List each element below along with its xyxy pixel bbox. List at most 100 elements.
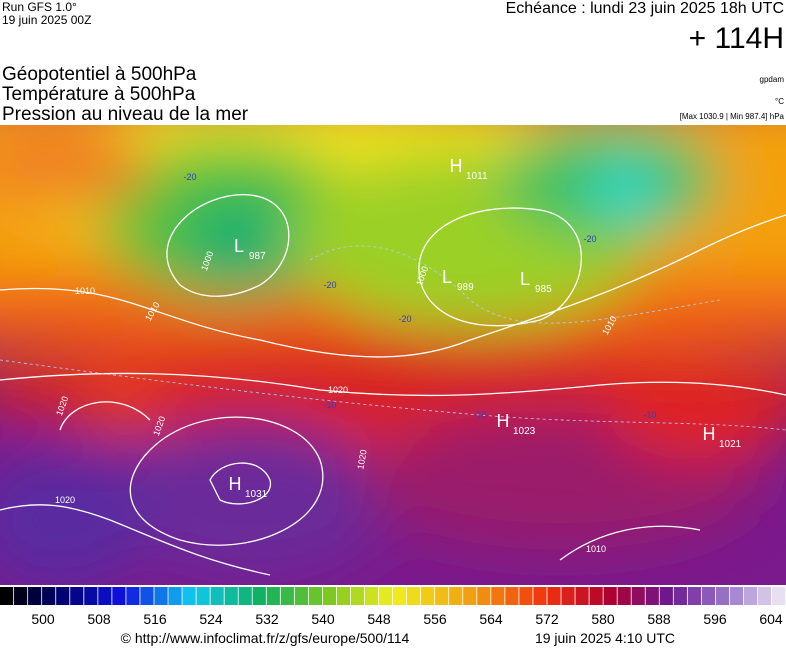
color-swatch <box>575 587 589 605</box>
color-swatch <box>210 587 224 605</box>
temp-label: -20 <box>398 314 411 324</box>
color-swatch <box>701 587 716 605</box>
generated: 19 juin 2025 4:10 UTC <box>535 630 675 646</box>
color-swatch <box>140 587 154 605</box>
legend-tick: 596 <box>703 611 727 627</box>
color-swatch <box>98 587 112 605</box>
isobar-label: 1020 <box>328 385 348 395</box>
color-swatch <box>294 587 308 605</box>
center-value: 1023 <box>513 426 536 437</box>
echeance: Echéance : lundi 23 juin 2025 18h UTC <box>506 0 784 17</box>
color-swatch <box>42 587 56 605</box>
center-value: 989 <box>457 282 474 293</box>
color-swatch <box>182 587 196 605</box>
color-swatch <box>168 587 182 605</box>
color-swatch <box>364 587 379 605</box>
color-swatch <box>154 587 168 605</box>
color-swatch <box>617 587 631 605</box>
field <box>0 125 786 585</box>
legend-tick: 580 <box>591 611 615 627</box>
legend-tick: 588 <box>647 611 671 627</box>
color-swatch <box>477 587 491 605</box>
color-swatch <box>280 587 294 605</box>
temp-label: -10 <box>643 410 656 420</box>
center-kind: H <box>703 424 716 444</box>
center-value: 1011 <box>466 171 488 182</box>
color-swatch <box>308 587 323 605</box>
color-swatch <box>0 587 14 605</box>
color-swatch <box>28 587 42 605</box>
color-swatch <box>56 587 70 605</box>
color-swatch <box>393 587 407 605</box>
color-bar: 500 508 516 524 532 540 548 556 564 572 580 588 596 6… <box>0 587 786 627</box>
legend-tick: 540 <box>311 611 335 627</box>
center-kind: H <box>229 474 242 494</box>
color-swatch <box>449 587 463 605</box>
color-swatch <box>378 587 393 605</box>
isobars <box>0 194 786 576</box>
color-swatch <box>350 587 365 605</box>
color-swatch <box>715 587 730 605</box>
isobar-label: 1020 <box>355 449 368 470</box>
color-swatch <box>631 587 645 605</box>
color-swatch <box>336 587 351 605</box>
color-swatch <box>84 587 98 605</box>
legend-tick: 508 <box>87 611 111 627</box>
unit: °C <box>775 97 784 106</box>
center-kind: L <box>442 267 452 287</box>
color-swatch <box>673 587 687 605</box>
color-swatch <box>533 587 547 605</box>
source: © http://www.infoclimat.fr/z/gfs/europe/… <box>121 630 410 646</box>
center-value: 985 <box>535 284 552 295</box>
color-swatch <box>224 587 238 605</box>
title: Pression au niveau de la mer <box>2 104 249 125</box>
color-swatch <box>266 587 280 605</box>
run: Run GFS 1.0° <box>2 0 77 14</box>
center-kind: H <box>497 411 510 431</box>
color-swatch <box>603 587 617 605</box>
color-swatch <box>547 587 561 605</box>
color-swatch <box>463 587 477 605</box>
isobar-label: 1020 <box>55 495 75 505</box>
color-swatch <box>421 587 435 605</box>
legend-tick: 564 <box>479 611 503 627</box>
color-swatch <box>771 587 786 605</box>
center-value: 1021 <box>719 439 742 450</box>
legend-tick: 548 <box>367 611 391 627</box>
temp-label: -10 <box>473 410 486 420</box>
center-value: 987 <box>249 251 266 262</box>
center-value: 1031 <box>245 489 268 500</box>
legend-tick: 572 <box>535 611 559 627</box>
legend-tick: 516 <box>143 611 167 627</box>
color-swatch <box>505 587 519 605</box>
legend-tick: 604 <box>759 611 783 627</box>
color-swatch <box>407 587 421 605</box>
run-date: 19 juin 2025 00Z <box>2 13 91 27</box>
temp-label: -20 <box>323 280 336 290</box>
center-kind: L <box>520 269 530 289</box>
color-swatch <box>519 587 533 605</box>
legend-tick: 524 <box>199 611 223 627</box>
color-swatch <box>561 587 575 605</box>
legend-tick: 500 <box>31 611 55 627</box>
color-swatch <box>70 587 84 605</box>
color-swatch <box>196 587 210 605</box>
color-swatch <box>491 587 505 605</box>
pressure-range: [Max 1030.9 | Min 987.4] hPa <box>680 112 785 121</box>
color-swatch <box>645 587 659 605</box>
temp-label: -20 <box>583 234 596 244</box>
color-swatch <box>589 587 603 605</box>
center-kind: H <box>450 156 463 176</box>
color-swatch <box>743 587 758 605</box>
title: Géopotentiel à 500hPa <box>2 64 197 85</box>
color-swatch <box>687 587 701 605</box>
legend-tick: 532 <box>255 611 279 627</box>
color-swatch <box>757 587 772 605</box>
temp-label: -10 <box>323 400 336 410</box>
color-swatch <box>659 587 673 605</box>
color-swatch <box>435 587 449 605</box>
center-kind: L <box>234 236 244 256</box>
color-swatch <box>729 587 744 605</box>
isobar-label: 1010 <box>75 286 95 296</box>
